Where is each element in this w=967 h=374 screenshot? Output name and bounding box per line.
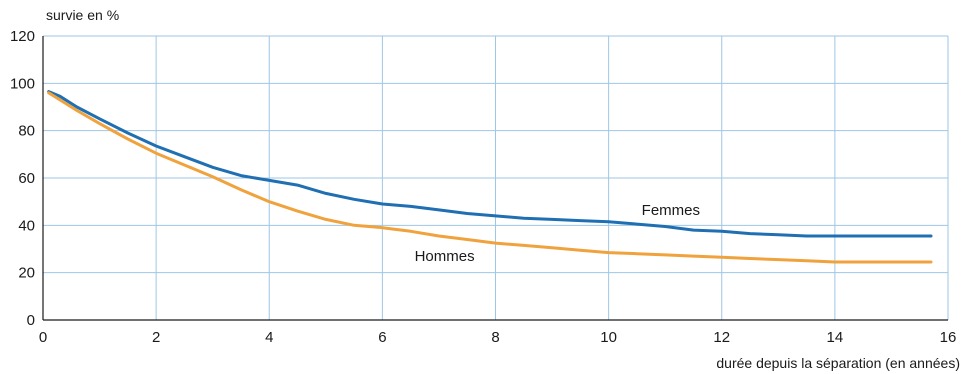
- x-tick-label: 10: [600, 329, 617, 346]
- series-label-femmes: Femmes: [642, 202, 700, 219]
- series-label-hommes: Hommes: [415, 248, 475, 265]
- y-tick-label: 20: [18, 265, 35, 282]
- x-tick-label: 4: [265, 329, 273, 346]
- y-tick-label: 0: [27, 312, 35, 329]
- x-tick-label: 16: [940, 329, 957, 346]
- y-tick-label: 120: [10, 28, 35, 45]
- series-line-femmes: [47, 90, 933, 238]
- y-tick-label: 80: [18, 123, 35, 140]
- y-tick-label: 100: [10, 75, 35, 92]
- x-tick-label: 6: [378, 329, 386, 346]
- y-axis-title: survie en %: [46, 7, 119, 23]
- y-axis-ticks: 0 20 40 60 80 100 120: [10, 28, 35, 329]
- series-line-hommes: [47, 91, 933, 264]
- x-axis-ticks: 0 2 4 6 8 10 12 14 16: [39, 329, 957, 346]
- y-tick-label: 60: [18, 170, 35, 187]
- x-tick-label: 14: [827, 329, 844, 346]
- x-tick-label: 2: [152, 329, 160, 346]
- x-tick-label: 0: [39, 329, 47, 346]
- grid-lines: [43, 35, 949, 320]
- series-group: [47, 90, 933, 264]
- x-tick-label: 8: [491, 329, 499, 346]
- y-tick-label: 40: [18, 217, 35, 234]
- x-axis-title: durée depuis la séparation (en années): [716, 355, 960, 371]
- x-tick-label: 12: [713, 329, 730, 346]
- axes: [42, 36, 948, 321]
